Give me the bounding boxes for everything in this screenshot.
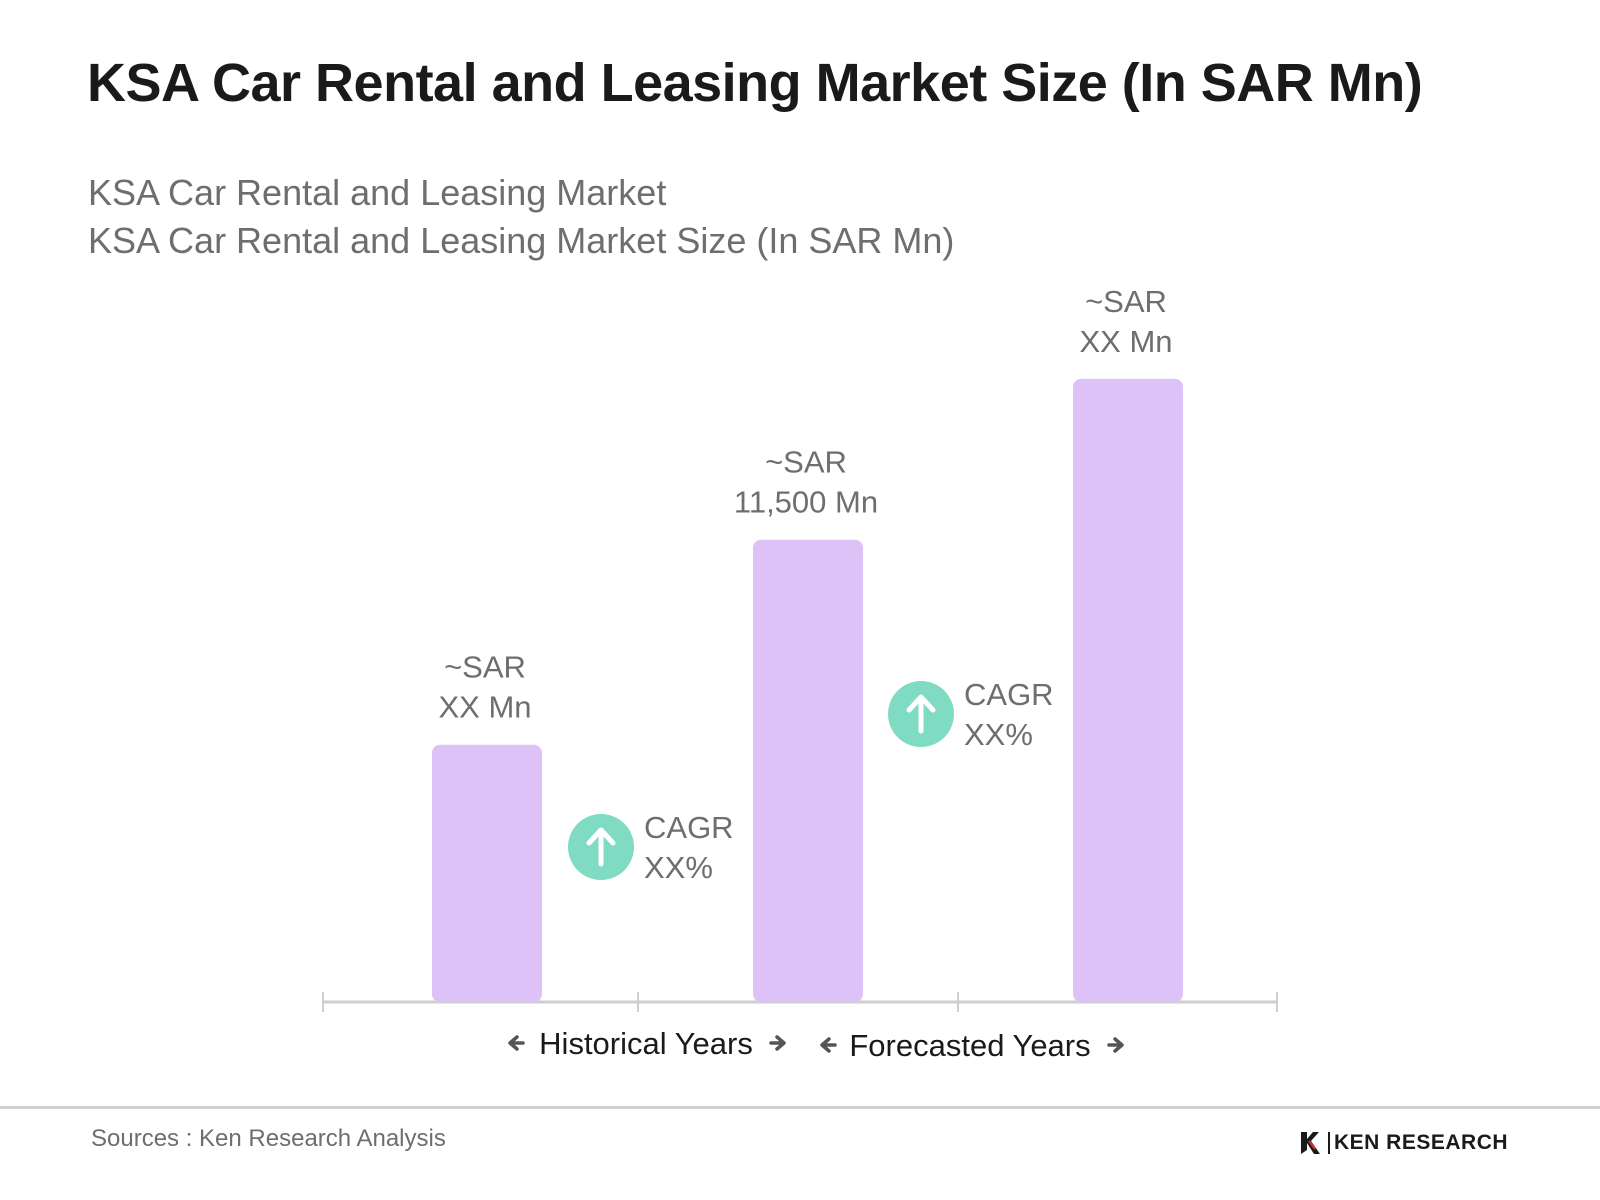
arrow-up-icon	[906, 694, 936, 734]
bar	[1073, 378, 1183, 1002]
bar	[753, 539, 863, 1002]
bar-value-label: XX Mn	[1079, 324, 1172, 359]
source-note: Sources : Ken Research Analysis	[91, 1125, 446, 1152]
ken-research-logo: KEN RESEARCH	[1298, 1128, 1508, 1158]
logo-separator	[1328, 1132, 1330, 1154]
bar-value-label: XX Mn	[438, 690, 531, 725]
chart-subtitle-1: KSA Car Rental and Leasing Market	[88, 172, 667, 213]
period-historical: Historical Years	[508, 1026, 786, 1061]
arrow-right-icon	[769, 1035, 786, 1051]
footer-divider	[0, 1106, 1600, 1109]
ken-research-logo-icon	[1301, 1132, 1320, 1154]
arrow-left-icon	[820, 1037, 837, 1053]
cagr-value: XX%	[644, 850, 713, 885]
period-forecasted: Forecasted Years	[820, 1028, 1124, 1063]
chart-title: KSA Car Rental and Leasing Market Size (…	[87, 53, 1423, 113]
cagr-value: XX%	[964, 717, 1033, 752]
cagr-label: CAGR	[964, 677, 1054, 712]
bar	[432, 744, 542, 1002]
cagr-label: CAGR	[644, 810, 734, 845]
bar-value-label: ~SAR	[1085, 284, 1167, 319]
bar-value-label: ~SAR	[444, 650, 526, 685]
arrow-left-icon	[508, 1035, 525, 1051]
cagr-badge: CAGR XX%	[568, 810, 734, 885]
logo-text: KEN RESEARCH	[1334, 1131, 1509, 1154]
arrow-up-icon	[586, 827, 616, 867]
arrow-right-icon	[1107, 1037, 1124, 1053]
period-label: Historical Years	[539, 1026, 753, 1061]
cagr-badge: CAGR XX%	[888, 677, 1054, 752]
period-label: Forecasted Years	[849, 1028, 1090, 1063]
chart-subtitle-2: KSA Car Rental and Leasing Market Size (…	[88, 220, 955, 261]
bar-value-label: 11,500 Mn	[734, 485, 878, 520]
bar-value-label: ~SAR	[765, 445, 847, 480]
